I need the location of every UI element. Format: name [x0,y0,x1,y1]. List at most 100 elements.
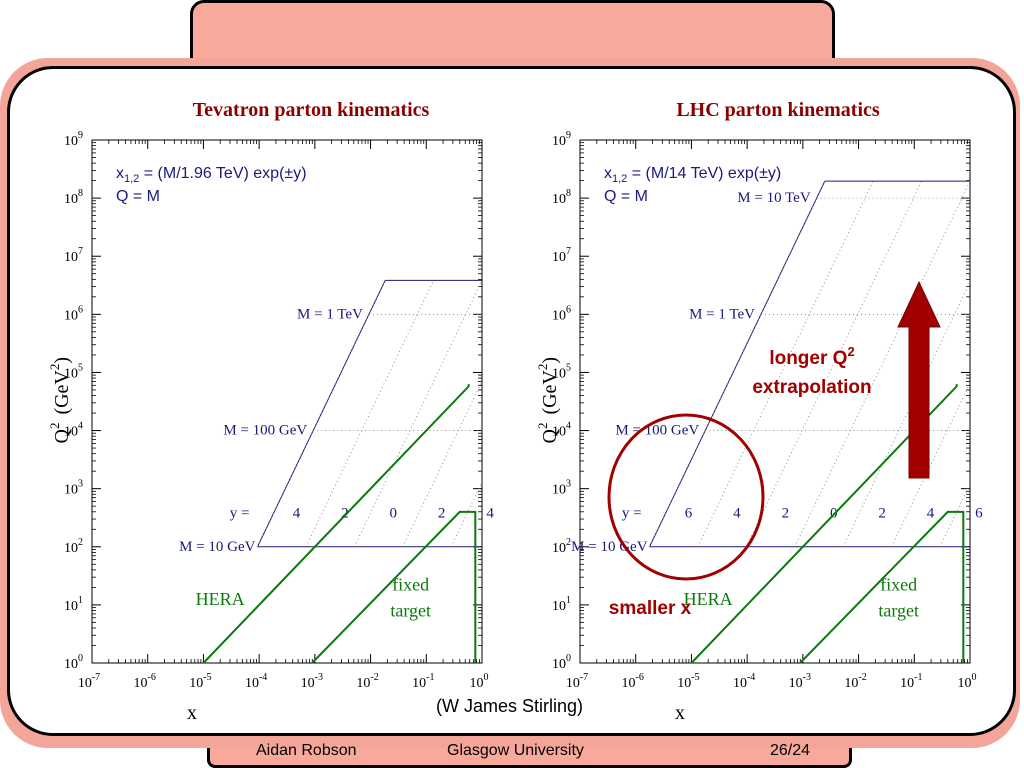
y-axis-q: Q [51,429,73,444]
tick-base: 10 [301,676,315,691]
rapidity-label: 2 [878,506,886,522]
rapidity-dotted-line [402,381,483,547]
hera-label: HERA [196,589,245,609]
y-axis-unit-sup: 2 [535,364,550,371]
tick-base: 10 [958,676,972,691]
fixed-target-label: target [390,601,431,621]
longer-q-text: longer Q [769,348,847,369]
hera-region-line [202,384,470,664]
x-tick-label: 10-6 [134,672,156,691]
tick-exponent: 9 [566,130,571,141]
mass-label: M = 10 TeV [737,190,811,206]
tick-base: 10 [552,425,566,440]
x-tick-label: 10-2 [844,672,866,691]
tick-exponent: 6 [78,304,83,315]
tick-exponent: -7 [580,672,588,683]
kinematic-boundary [649,180,826,547]
tick-base: 10 [552,599,566,614]
tick-base: 10 [622,676,636,691]
y-axis-unit: (GeV [539,370,561,415]
tick-exponent: 8 [78,188,83,199]
chart-title: Tevatron parton kinematics [193,99,430,121]
y-tick-label: 103 [552,479,571,498]
tick-exponent: -6 [636,672,644,683]
tick-exponent: 7 [566,246,571,257]
y-tick-label: 107 [552,246,571,265]
footer-author: Aidan Robson [256,742,357,759]
y-tick-label: 103 [64,479,83,498]
y-tick-label: 102 [64,537,83,556]
rapidity-label-prefix: y = [230,506,250,522]
y-axis-sup: 2 [535,423,550,430]
tick-base: 10 [677,676,691,691]
y-axis-unit-close: ) [539,357,561,364]
fixed-target-label: target [878,601,919,621]
y-tick-label: 108 [552,188,571,207]
footer-institution: Glasgow University [447,742,584,759]
tick-base: 10 [64,192,78,207]
tick-base: 10 [245,676,259,691]
tick-exponent: 0 [484,672,489,683]
tick-base: 10 [64,483,78,498]
rapidity-dotted-line [842,281,971,547]
rapidity-label: 4 [927,506,935,522]
plot-frame [579,139,971,664]
up-arrow [897,280,941,479]
tick-exponent: -1 [914,672,922,683]
plot-frame [91,139,483,664]
tick-exponent: -5 [691,672,699,683]
tick-base: 10 [552,308,566,323]
chart-title: LHC parton kinematics [676,99,880,121]
tick-exponent: 4 [78,421,83,432]
y-axis-q: Q [539,429,561,444]
tick-exponent: 3 [566,479,571,490]
x-tick-label: 10-7 [78,672,100,691]
tick-base: 10 [733,676,747,691]
y-tick-label: 104 [64,421,83,440]
tick-base: 10 [64,425,78,440]
formula-q-equals-m: Q = M [116,188,160,205]
slide-panel [7,66,1016,736]
formula-q-equals-m: Q = M [604,188,648,205]
formula-plus-minus: ± [284,165,293,182]
rapidity-dotted-line [353,280,483,547]
rapidity-label: 4 [293,506,301,522]
rapidity-label: 4 [733,506,741,522]
y-tick-label: 102 [552,537,571,556]
y-tick-label: 109 [64,130,83,149]
tick-exponent: 0 [566,653,571,664]
formula-y: y [293,165,301,182]
y-tick-label: 108 [64,188,83,207]
hera-region-line [690,384,958,664]
y-axis-label: Q2(GeV2) [535,357,561,444]
rapidity-dotted-line [891,382,971,547]
tick-exponent: -2 [858,672,866,683]
hera-label: HERA [684,589,733,609]
y-tick-label: 106 [552,304,571,323]
tick-base: 10 [552,366,566,381]
rapidity-label-prefix: y = [622,506,642,522]
x-tick-label: 10-3 [301,672,323,691]
tick-exponent: -6 [148,672,156,683]
tick-base: 10 [552,134,566,149]
fixed-target-label: fixed [880,574,917,594]
tick-exponent: -7 [92,672,100,683]
y-axis-sup: 2 [47,423,62,430]
formula-x-definition: x1,2 = (M/14 TeV) exp(±y) [604,165,781,185]
tick-exponent: 4 [566,421,571,432]
tick-base: 10 [189,676,203,691]
y-tick-label: 101 [552,595,571,614]
x-tick-label: 10-4 [245,672,267,691]
formula-plus-minus: ± [759,165,768,182]
x-tick-label: 100 [470,672,489,691]
fixed-target-region-line [311,510,477,664]
x-tick-label: 10-2 [356,672,378,691]
tick-exponent: 2 [78,537,83,548]
credit-text: (W James Stirling) [436,696,584,716]
rapidity-label: 0 [390,506,398,522]
smaller-x-annotation: smaller x [609,598,692,619]
tick-exponent: 5 [566,362,571,373]
